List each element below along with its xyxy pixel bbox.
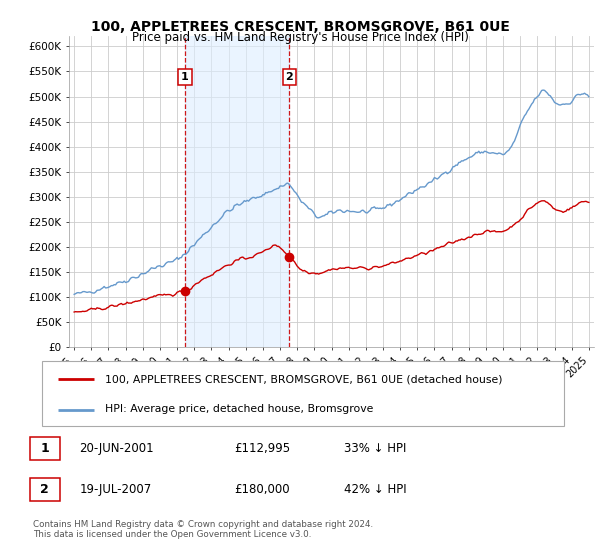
Text: 33% ↓ HPI: 33% ↓ HPI <box>344 442 407 455</box>
Text: 1: 1 <box>40 442 49 455</box>
Text: 2: 2 <box>40 483 49 496</box>
FancyBboxPatch shape <box>29 478 60 501</box>
Text: Contains HM Land Registry data © Crown copyright and database right 2024.
This d: Contains HM Land Registry data © Crown c… <box>33 520 373 539</box>
FancyBboxPatch shape <box>42 361 564 426</box>
Text: 100, APPLETREES CRESCENT, BROMSGROVE, B61 0UE (detached house): 100, APPLETREES CRESCENT, BROMSGROVE, B6… <box>104 374 502 384</box>
Text: 100, APPLETREES CRESCENT, BROMSGROVE, B61 0UE: 100, APPLETREES CRESCENT, BROMSGROVE, B6… <box>91 20 509 34</box>
Text: £180,000: £180,000 <box>234 483 289 496</box>
Bar <box>185 36 289 347</box>
FancyBboxPatch shape <box>29 437 60 460</box>
Text: £112,995: £112,995 <box>234 442 290 455</box>
Text: 2: 2 <box>286 72 293 82</box>
Text: 19-JUL-2007: 19-JUL-2007 <box>79 483 151 496</box>
Text: Price paid vs. HM Land Registry's House Price Index (HPI): Price paid vs. HM Land Registry's House … <box>131 31 469 44</box>
Text: 1: 1 <box>181 72 189 82</box>
Text: HPI: Average price, detached house, Bromsgrove: HPI: Average price, detached house, Brom… <box>104 404 373 414</box>
Text: 42% ↓ HPI: 42% ↓ HPI <box>344 483 407 496</box>
Text: 20-JUN-2001: 20-JUN-2001 <box>79 442 154 455</box>
